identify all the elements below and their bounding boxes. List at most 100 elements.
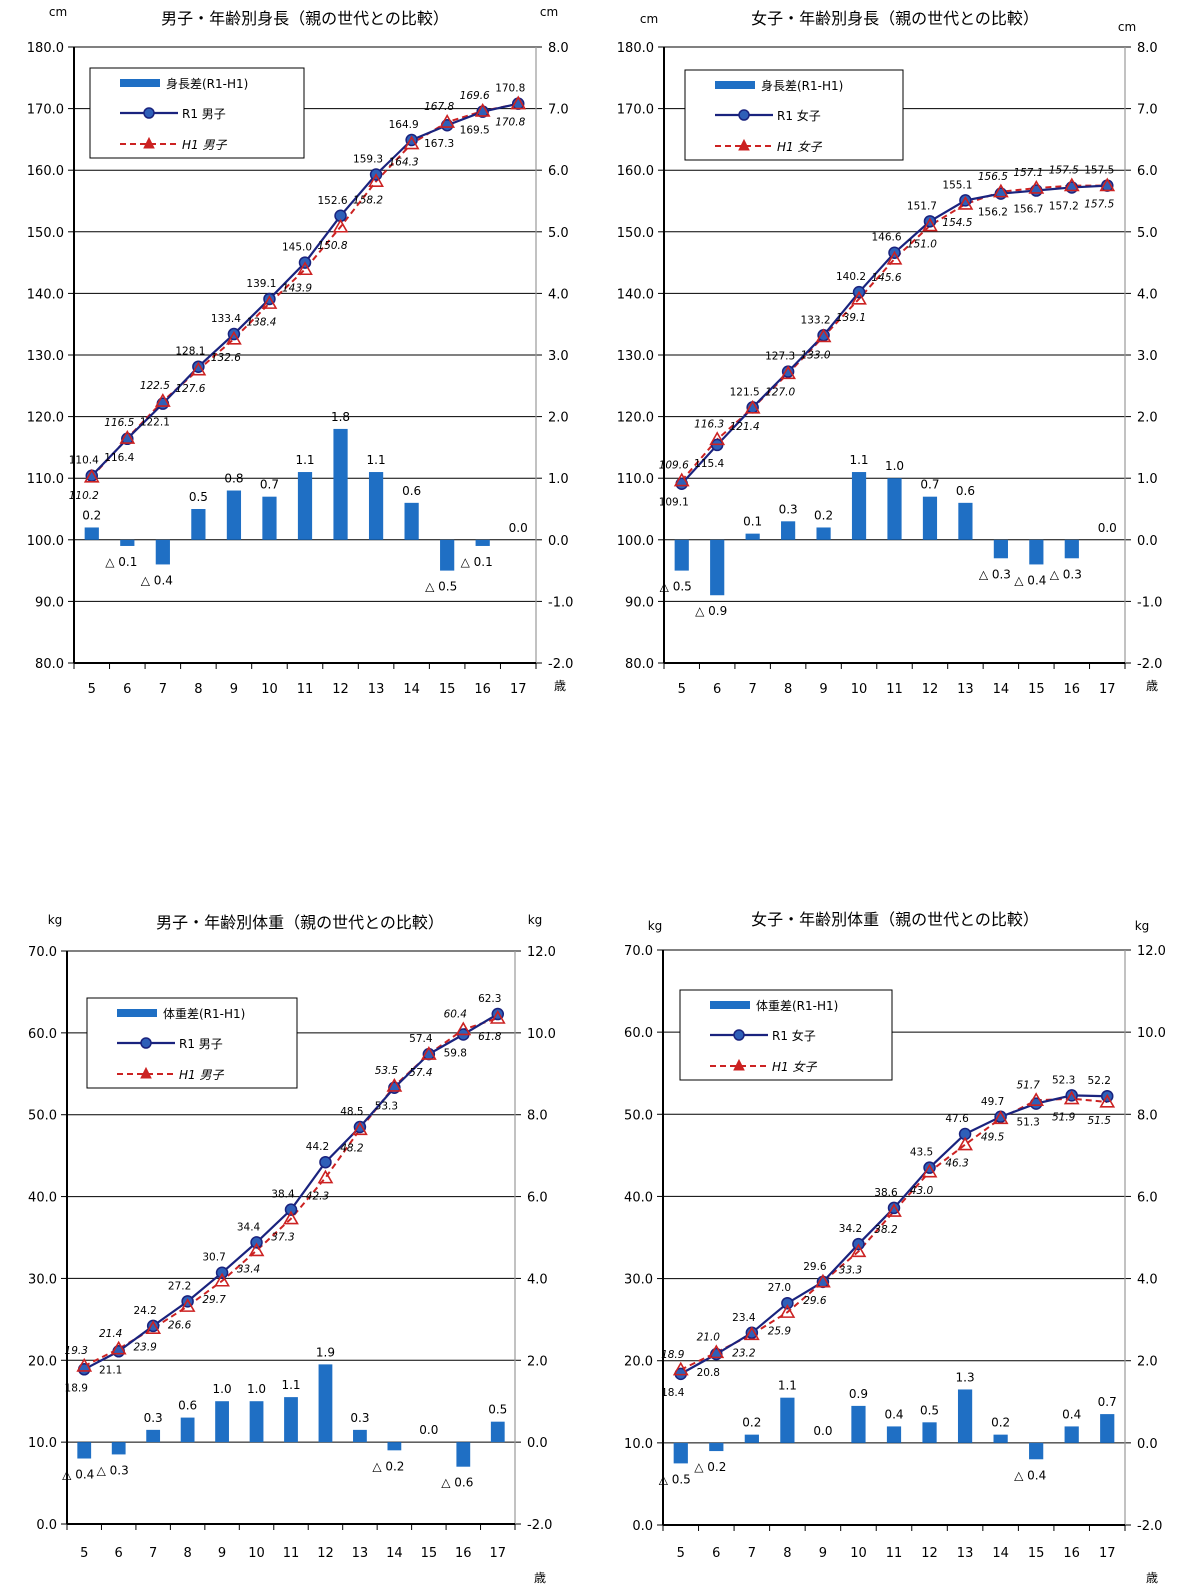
diff-bar	[780, 1397, 795, 1443]
h1-value-label: 170.8	[495, 117, 525, 129]
r1-value-label: 18.4	[661, 1387, 685, 1399]
x-tick-label: 10	[851, 682, 868, 697]
h1-marker	[886, 1203, 902, 1217]
x-axis-unit: 歳	[554, 679, 566, 693]
h1-marker	[708, 1344, 725, 1359]
h1-marker	[672, 1361, 689, 1376]
legend-h1-marker	[140, 1066, 152, 1079]
y-tick-label: 0.0	[632, 1519, 653, 1534]
y2-tick-label: 8.0	[527, 1109, 548, 1124]
r1-value-label: 115.4	[694, 458, 724, 470]
h1-marker	[119, 430, 136, 444]
r1-value-label: 57.4	[409, 1033, 433, 1045]
legend-bar-swatch	[120, 79, 160, 87]
diff-bar-label: 1.1	[295, 453, 314, 467]
h1-marker	[297, 261, 313, 276]
x-tick-label: 8	[783, 1546, 791, 1561]
diff-bar-label: 1.0	[885, 459, 904, 473]
diff-bar-label: 1.0	[213, 1382, 232, 1396]
h1-marker	[1028, 179, 1045, 194]
diff-bar-label: 1.1	[849, 453, 868, 467]
x-tick-label: 16	[1063, 1546, 1080, 1561]
diff-bar-label: 0.3	[779, 502, 798, 516]
r1-value-label: 38.6	[874, 1187, 898, 1199]
h1-marker	[743, 1326, 760, 1341]
y2-tick-label: 6.0	[1137, 164, 1158, 179]
y-axis-unit-right: kg	[1135, 919, 1150, 933]
y-tick-label: 50.0	[28, 1109, 57, 1124]
h1-marker	[1028, 1092, 1045, 1106]
y2-tick-label: 0.0	[1137, 1437, 1158, 1452]
h1-value-label: 42.3	[306, 1191, 329, 1203]
h1-marker	[83, 468, 100, 483]
diff-bar	[297, 472, 313, 540]
h1-value-label: 110.2	[69, 490, 99, 502]
h1-marker	[850, 1243, 867, 1258]
diff-bar	[851, 1405, 866, 1443]
y-tick-label: 60.0	[28, 1027, 57, 1042]
legend-bar-swatch	[715, 81, 755, 89]
h1-marker	[154, 393, 171, 407]
diff-bar	[744, 1434, 759, 1443]
h1-value-label: 37.3	[271, 1232, 294, 1244]
h1-marker	[439, 114, 456, 128]
h1-marker	[510, 95, 527, 110]
y-tick-label: 70.0	[624, 944, 653, 959]
y-tick-label: 120.0	[617, 411, 654, 426]
h1-marker	[779, 1304, 796, 1318]
h1-marker	[214, 1272, 230, 1287]
y-tick-label: 50.0	[624, 1108, 653, 1123]
h1-value-label: 109.6	[659, 460, 689, 472]
diff-bar-label: △ 0.2	[694, 1460, 726, 1474]
y-tick-label: 140.0	[617, 287, 654, 302]
x-tick-label: 13	[957, 682, 974, 697]
diff-bar	[456, 1442, 471, 1467]
x-tick-label: 12	[921, 1546, 938, 1561]
y2-tick-label: 10.0	[527, 1027, 556, 1042]
x-tick-label: 9	[819, 1546, 827, 1561]
h1-marker	[226, 330, 242, 345]
h1-value-label: 154.5	[942, 217, 972, 229]
h1-marker	[317, 1169, 334, 1184]
x-tick-label: 6	[115, 1546, 123, 1561]
h1-value-label: 116.5	[104, 417, 134, 429]
y-tick-label: 130.0	[617, 349, 654, 364]
h1-value-label: 122.5	[140, 380, 170, 392]
x-tick-label: 6	[712, 1546, 720, 1561]
x-tick-label: 13	[957, 1546, 974, 1561]
x-tick-label: 7	[748, 1546, 756, 1561]
r1-value-label: 156.7	[1013, 204, 1043, 216]
h1-value-label: 151.0	[907, 239, 937, 251]
x-tick-label: 8	[183, 1546, 191, 1561]
diff-bar-label: 1.1	[778, 1379, 797, 1393]
x-axis-unit: 歳	[1146, 1571, 1158, 1585]
diff-bar-label: △ 0.5	[425, 580, 457, 594]
h1-marker	[455, 1021, 472, 1036]
x-tick-label: 6	[123, 682, 131, 697]
x-tick-label: 14	[992, 1546, 1009, 1561]
h1-value-label: 133.0	[801, 350, 831, 362]
y2-tick-label: 8.0	[1137, 1108, 1158, 1123]
y-tick-label: 180.0	[617, 41, 654, 56]
r1-value-label: 24.2	[133, 1305, 156, 1317]
h1-marker	[1063, 1090, 1080, 1105]
diff-bar	[440, 539, 455, 571]
diff-bar	[120, 539, 135, 546]
h1-marker	[386, 1077, 403, 1092]
diff-bar-label: 0.3	[144, 1411, 163, 1425]
h1-marker	[76, 1357, 93, 1372]
diff-bar	[318, 1364, 333, 1443]
r1-value-label: 34.2	[839, 1223, 862, 1235]
h1-marker	[1099, 1093, 1116, 1108]
diff-bar-label: 0.7	[260, 478, 279, 492]
r1-value-label: 157.2	[1049, 200, 1079, 212]
diff-bar-label: 0.1	[743, 515, 762, 529]
diff-bar-label: 1.9	[316, 1345, 335, 1359]
legend-label-h1: H1 男子	[179, 1068, 224, 1082]
r1-marker	[250, 1236, 263, 1249]
y-tick-label: 90.0	[625, 595, 654, 610]
r1-value-label: 48.5	[340, 1106, 363, 1118]
x-tick-label: 12	[317, 1546, 334, 1561]
diff-bar	[404, 502, 419, 540]
